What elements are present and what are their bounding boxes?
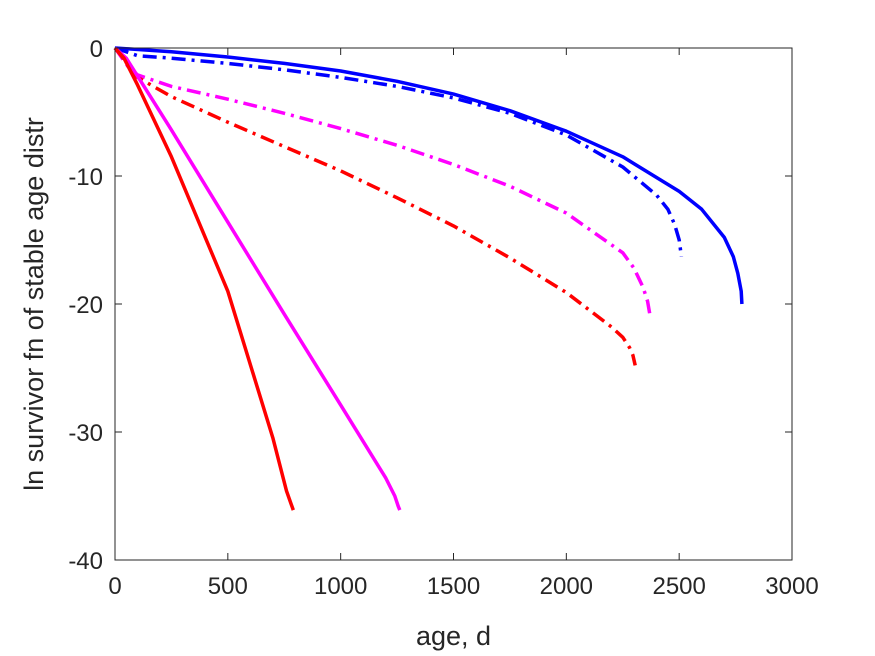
series-layer	[113, 46, 744, 511]
y-tick-label: -20	[68, 292, 103, 319]
x-tick-label: 1500	[427, 573, 480, 600]
x-tick-label: 500	[208, 573, 248, 600]
plot-frame	[114, 47, 793, 561]
x-tick-label: 2500	[652, 573, 705, 600]
y-tick-label: -40	[68, 548, 103, 575]
x-tick-label: 2000	[540, 573, 593, 600]
y-axis-label: ln survivor fn of stable age distr	[19, 117, 49, 491]
series-line-3	[113, 46, 652, 315]
series-line-4	[113, 46, 637, 366]
x-axis: 0 500 1000 1500 2000 2500 3000	[108, 48, 819, 600]
series-line-6	[113, 46, 295, 511]
x-tick-label: 1000	[314, 573, 367, 600]
series-line-5	[113, 46, 402, 511]
x-tick-label: 3000	[765, 573, 818, 600]
y-tick-label: 0	[90, 36, 103, 63]
y-axis: 0 -10 -20 -30 -40	[68, 36, 792, 575]
series-line-1	[114, 46, 744, 305]
x-tick-label: 0	[108, 573, 121, 600]
y-tick-label: -10	[68, 164, 103, 191]
x-axis-label: age, d	[416, 621, 491, 651]
y-tick-label: -30	[68, 420, 103, 447]
